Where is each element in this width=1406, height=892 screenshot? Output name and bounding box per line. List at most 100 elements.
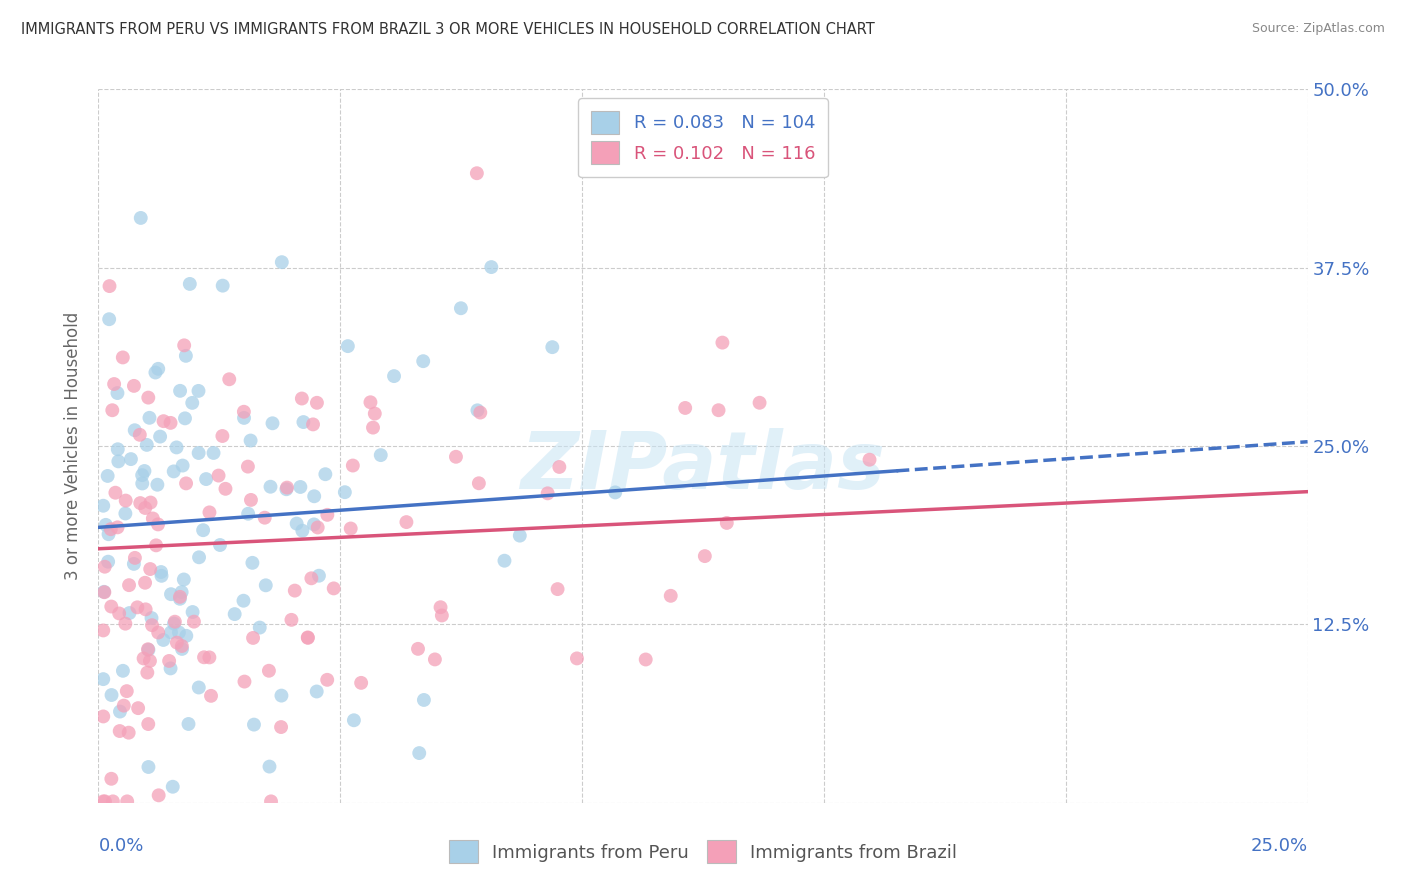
- Point: [129, 211, 152, 225]
- Point: [470, 406, 492, 420]
- Point: [297, 631, 319, 645]
- Point: [187, 446, 209, 460]
- Point: [170, 639, 193, 653]
- Point: [150, 569, 173, 583]
- Point: [548, 459, 571, 474]
- Point: [174, 349, 197, 363]
- Text: 0.0%: 0.0%: [98, 837, 143, 855]
- Point: [152, 632, 174, 647]
- Point: [139, 495, 162, 509]
- Point: [148, 625, 170, 640]
- Point: [91, 624, 114, 638]
- Point: [170, 641, 193, 656]
- Point: [302, 417, 325, 432]
- Point: [308, 568, 330, 582]
- Point: [124, 550, 146, 565]
- Point: [157, 654, 180, 668]
- Point: [336, 339, 359, 353]
- Point: [135, 438, 157, 452]
- Point: [166, 635, 188, 649]
- Point: [198, 505, 221, 519]
- Point: [139, 654, 162, 668]
- Point: [118, 725, 141, 739]
- Point: [100, 772, 122, 786]
- Legend: Immigrants from Peru, Immigrants from Brazil: Immigrants from Peru, Immigrants from Br…: [440, 831, 966, 872]
- Point: [93, 559, 115, 574]
- Point: [195, 472, 218, 486]
- Point: [236, 459, 259, 474]
- Point: [93, 584, 115, 599]
- Point: [136, 391, 159, 405]
- Point: [423, 652, 446, 666]
- Point: [292, 415, 315, 429]
- Point: [97, 469, 120, 483]
- Point: [254, 578, 277, 592]
- Point: [412, 354, 434, 368]
- Point: [160, 625, 183, 640]
- Point: [408, 746, 430, 760]
- Point: [224, 607, 246, 621]
- Point: [181, 396, 204, 410]
- Text: Source: ZipAtlas.com: Source: ZipAtlas.com: [1251, 22, 1385, 36]
- Point: [305, 396, 328, 410]
- Point: [307, 520, 329, 534]
- Point: [299, 571, 322, 585]
- Point: [202, 446, 225, 460]
- Point: [173, 573, 195, 587]
- Point: [693, 549, 716, 563]
- Point: [429, 600, 451, 615]
- Point: [302, 517, 325, 532]
- Point: [339, 521, 361, 535]
- Point: [270, 720, 292, 734]
- Point: [169, 590, 191, 604]
- Point: [193, 650, 215, 665]
- Point: [100, 688, 122, 702]
- Point: [333, 485, 356, 500]
- Point: [430, 608, 453, 623]
- Point: [297, 631, 319, 645]
- Point: [124, 423, 146, 437]
- Point: [211, 278, 233, 293]
- Point: [159, 416, 181, 430]
- Point: [108, 607, 131, 621]
- Point: [673, 401, 696, 415]
- Point: [142, 511, 165, 525]
- Point: [276, 482, 298, 496]
- Point: [149, 429, 172, 443]
- Point: [465, 166, 488, 180]
- Point: [361, 420, 384, 434]
- Point: [305, 684, 328, 698]
- Point: [284, 583, 307, 598]
- Point: [350, 676, 373, 690]
- Point: [101, 403, 124, 417]
- Point: [100, 522, 122, 536]
- Point: [98, 312, 121, 326]
- Point: [152, 414, 174, 428]
- Point: [115, 794, 138, 808]
- Point: [131, 476, 153, 491]
- Point: [108, 705, 131, 719]
- Point: [94, 794, 117, 808]
- Point: [395, 515, 418, 529]
- Point: [444, 450, 467, 464]
- Point: [314, 467, 336, 482]
- Point: [257, 664, 280, 678]
- Point: [187, 681, 209, 695]
- Point: [242, 556, 264, 570]
- Point: [316, 673, 339, 687]
- Point: [412, 693, 434, 707]
- Point: [711, 335, 734, 350]
- Point: [169, 384, 191, 398]
- Point: [148, 361, 170, 376]
- Point: [259, 480, 281, 494]
- Point: [634, 652, 657, 666]
- Point: [107, 454, 129, 468]
- Point: [107, 442, 129, 457]
- Point: [173, 338, 195, 352]
- Point: [259, 759, 281, 773]
- Point: [148, 789, 170, 803]
- Point: [131, 468, 153, 483]
- Point: [181, 605, 204, 619]
- Point: [243, 717, 266, 731]
- Point: [128, 427, 150, 442]
